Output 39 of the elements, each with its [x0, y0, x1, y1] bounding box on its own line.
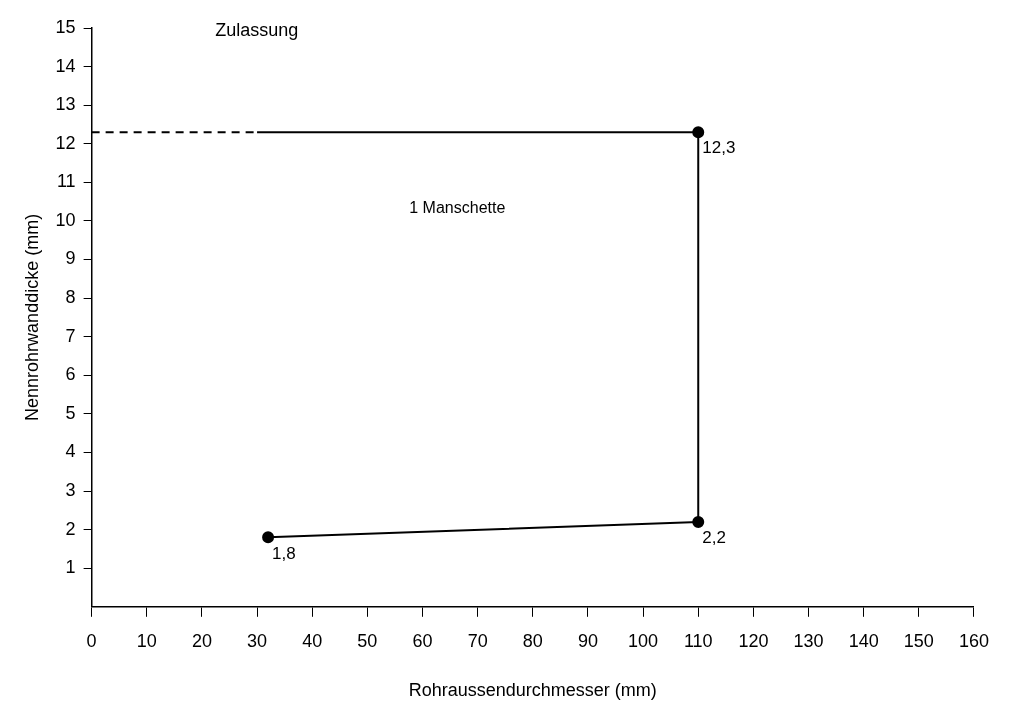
y-tick-label: 4	[65, 441, 76, 462]
annotation: 1 Manschette	[409, 199, 506, 217]
y-tick-label: 8	[65, 287, 76, 308]
x-tick-label: 0	[86, 630, 97, 651]
annotation: Zulassung	[215, 19, 299, 40]
y-tick-label: 9	[65, 248, 76, 269]
y-tick-label: 10	[55, 209, 76, 230]
x-tick-label: 60	[412, 630, 433, 651]
x-tick-label: 70	[467, 630, 488, 651]
data-label: 12,3	[702, 138, 736, 158]
y-tick-label: 13	[55, 94, 76, 115]
y-tick-label: 5	[65, 402, 76, 423]
y-tick-label: 3	[65, 480, 76, 501]
y-axis-title: Nennrohrwanddicke (mm)	[21, 213, 42, 421]
x-tick-label: 120	[738, 630, 769, 651]
x-tick-label: 50	[357, 630, 378, 651]
x-tick-label: 100	[628, 630, 659, 651]
y-tick-label: 6	[65, 364, 76, 385]
y-tick-label: 7	[65, 325, 76, 346]
x-tick-label: 130	[793, 630, 824, 651]
x-tick-label: 150	[903, 630, 934, 651]
x-tick-label: 80	[522, 630, 543, 651]
y-tick-label: 11	[56, 171, 76, 192]
data-label: 2,2	[702, 528, 726, 548]
y-tick-label: 2	[65, 518, 76, 539]
x-tick-label: 10	[136, 630, 157, 651]
x-tick-label: 30	[247, 630, 268, 651]
y-tick-label: 1	[65, 557, 76, 578]
y-tick-label: 14	[55, 55, 76, 76]
x-axis-title: Rohraussendurchmesser (mm)	[408, 680, 657, 701]
y-tick-label: 15	[55, 16, 76, 37]
x-tick-label: 160	[958, 630, 990, 651]
x-tick-label: 90	[577, 630, 598, 651]
x-tick-label: 20	[191, 630, 212, 651]
x-tick-label: 140	[848, 630, 879, 651]
x-tick-label: 40	[302, 630, 323, 651]
data-label: 1,8	[272, 543, 296, 563]
x-tick-label: 110	[683, 630, 713, 651]
y-tick-label: 12	[55, 132, 76, 153]
